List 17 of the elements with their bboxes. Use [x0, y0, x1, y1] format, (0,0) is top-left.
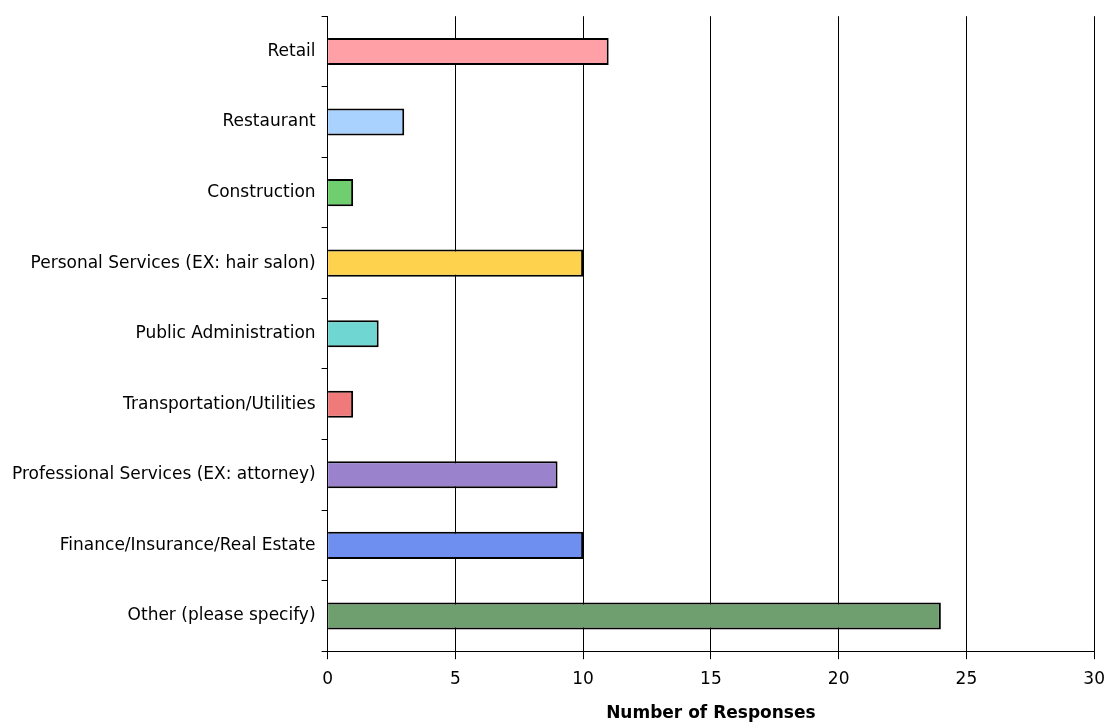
- x-tick-label: 10: [572, 667, 594, 688]
- y-tick-label: Construction: [207, 181, 316, 202]
- x-tick-label: 20: [827, 667, 850, 688]
- x-axis-title: Number of Responses: [606, 702, 816, 723]
- y-tick-label: Other (please specify): [127, 604, 316, 625]
- y-tick-label: Transportation/Utilities: [122, 392, 316, 413]
- y-tick-label: Finance/Insurance/Real Estate: [59, 533, 316, 554]
- y-tick-label: Retail: [267, 39, 316, 60]
- y-tick-label: Restaurant: [222, 110, 316, 131]
- x-tick-label: 5: [449, 667, 461, 688]
- y-tick-label: Personal Services (EX: hair salon): [30, 251, 316, 272]
- y-tick-label: Professional Services (EX: attorney): [12, 463, 316, 484]
- x-tick-label: 15: [700, 667, 722, 688]
- y-tick-label: Public Administration: [135, 322, 316, 343]
- x-tick-label: 0: [322, 667, 333, 688]
- x-tick-label: 25: [955, 667, 978, 688]
- x-tick-label: 30: [1083, 667, 1105, 688]
